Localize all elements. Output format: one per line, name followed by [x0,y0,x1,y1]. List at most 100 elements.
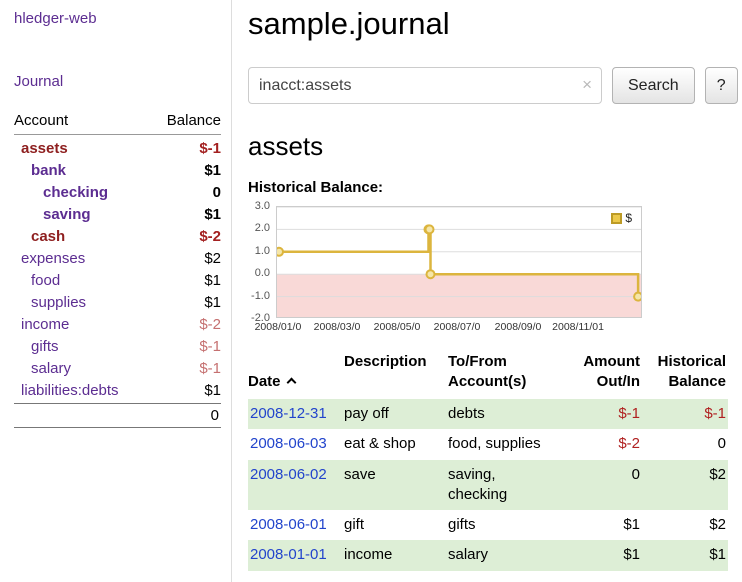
x-tick-label: 2008/05/0 [373,321,421,333]
column-header-amount: Amount Out/In [583,353,640,390]
search-input-wrap: × [248,67,602,104]
date-header-label: Date [248,372,281,390]
account-balance: $-1 [199,359,221,377]
column-header-description: Description [344,353,427,370]
transaction-date-link[interactable]: 2008-01-01 [250,546,327,564]
account-link-salary[interactable]: salary [31,359,72,377]
account-row: expenses $2 [14,247,221,269]
register-header-row: Date Description To/From Account(s) Amou… [248,349,728,399]
y-tick-label: 3.0 [254,200,270,212]
clear-search-icon[interactable]: × [582,75,592,94]
transaction-amount: $-2 [618,435,640,453]
account-row: bank $1 [14,159,221,181]
chart-legend: $ [611,211,632,225]
account-row: saving $1 [14,203,221,225]
account-balance: $-2 [199,227,221,245]
account-link-supplies[interactable]: supplies [31,293,87,311]
x-tick-label: 2008/03/0 [313,321,361,333]
account-link-expenses[interactable]: expenses [21,249,86,267]
x-tick-label: 2008/09/0 [494,321,542,333]
legend-label: $ [625,211,632,225]
brand-link[interactable]: hledger-web [14,10,97,27]
account-link-liabilities-debts[interactable]: liabilities:debts [21,381,119,399]
transaction-date-link[interactable]: 2008-12-31 [250,405,327,422]
sort-by-date-link[interactable]: Date [248,372,296,390]
main-content: sample.journal × Search ? assets Histori… [232,0,742,582]
y-axis-labels: 3.0 2.0 1.0 0.0 -1.0 -2.0 [248,200,276,324]
transaction-balance: $2 [709,516,726,533]
legend-swatch-icon [611,212,623,224]
accounts-table: Account Balance assets $-1 bank $1 check… [14,110,221,428]
account-balance: $1 [204,293,221,311]
chart-title: Historical Balance: [248,179,384,196]
account-link-bank[interactable]: bank [31,161,67,179]
plot-wrap: $ [276,206,642,318]
column-header-date[interactable]: Date [248,349,344,399]
accounts-header-balance: Balance [166,112,221,129]
help-button[interactable]: ? [704,67,738,104]
transaction-accounts: gifts [448,516,476,533]
transaction-description: pay off [344,405,389,422]
negative-region [277,274,641,317]
accounts-total-row: 0 [14,403,221,428]
account-balance: $1 [204,161,221,179]
data-point-marker [633,291,641,302]
account-row: checking 0 [14,181,221,203]
transaction-date-link[interactable]: 2008-06-01 [250,516,327,533]
register-row: 2008-12-31 pay off debts $-1 $-1 [248,399,728,430]
y-tick-label: -2.0 [251,312,270,324]
balance-chart-plot [276,206,642,318]
transaction-accounts: food, supplies [448,435,541,453]
account-balance: $-1 [199,139,221,157]
search-form: × Search ? [248,67,738,104]
transaction-accounts: salary [448,546,489,564]
sort-ascending-icon [286,377,296,387]
account-row: gifts $-1 [14,335,221,357]
chart-inner: 3.0 2.0 1.0 0.0 -1.0 -2.0 $ [248,200,738,324]
transaction-date-link[interactable]: 2008-06-02 [250,465,327,483]
account-row: cash $-2 [14,225,221,247]
data-point-marker [277,246,284,257]
search-button[interactable]: Search [612,67,695,104]
transaction-balance: $1 [709,546,726,564]
account-balance: $1 [204,271,221,289]
sidebar: hledger-web Journal Account Balance asse… [0,0,232,582]
account-heading: assets [248,131,324,161]
sidebar-item-journal[interactable]: Journal [14,73,64,90]
transaction-amount: $1 [623,546,640,564]
account-balance: $1 [204,381,221,399]
x-axis-labels: 2008/01/0 2008/03/0 2008/05/0 2008/07/0 2008… [255,318,738,335]
x-tick-label: 2008/11/01 [552,321,604,333]
account-link-checking[interactable]: checking [43,183,109,201]
register-row: 2008-06-01 gift gifts $1 $2 [248,510,728,540]
y-tick-label: 0.0 [254,267,270,280]
balance-chart: 3.0 2.0 1.0 0.0 -1.0 -2.0 $ 2008/01/0 2008/03/… [248,200,738,335]
accounts-table-header: Account Balance [14,110,221,135]
column-header-to-from: To/From Account(s) [448,353,527,390]
transaction-date-link[interactable]: 2008-06-03 [250,435,327,453]
account-row: income $-2 [14,313,221,335]
account-row: assets $-1 [14,137,221,159]
account-link-income[interactable]: income [21,315,70,333]
account-link-assets[interactable]: assets [21,139,68,157]
account-link-food[interactable]: food [31,271,61,289]
account-link-cash[interactable]: cash [31,227,66,245]
account-row: liabilities:debts $1 [14,379,221,401]
account-link-gifts[interactable]: gifts [31,337,59,355]
accounts-header-account: Account [14,112,69,129]
register-table: Date Description To/From Account(s) Amou… [248,349,728,571]
data-point-marker [424,224,435,235]
account-balance: $-2 [199,315,221,333]
page-title: sample.journal [248,6,450,41]
search-input[interactable] [248,67,602,104]
y-tick-label: 1.0 [254,244,270,257]
account-balance: $2 [204,249,221,267]
account-row: salary $-1 [14,357,221,379]
transaction-amount: $-1 [618,405,640,422]
accounts-total-value: 0 [210,407,219,424]
account-link-saving[interactable]: saving [43,205,91,223]
transaction-balance: $-1 [704,405,726,422]
account-balance: $1 [204,205,221,223]
transaction-balance: $2 [709,465,726,483]
